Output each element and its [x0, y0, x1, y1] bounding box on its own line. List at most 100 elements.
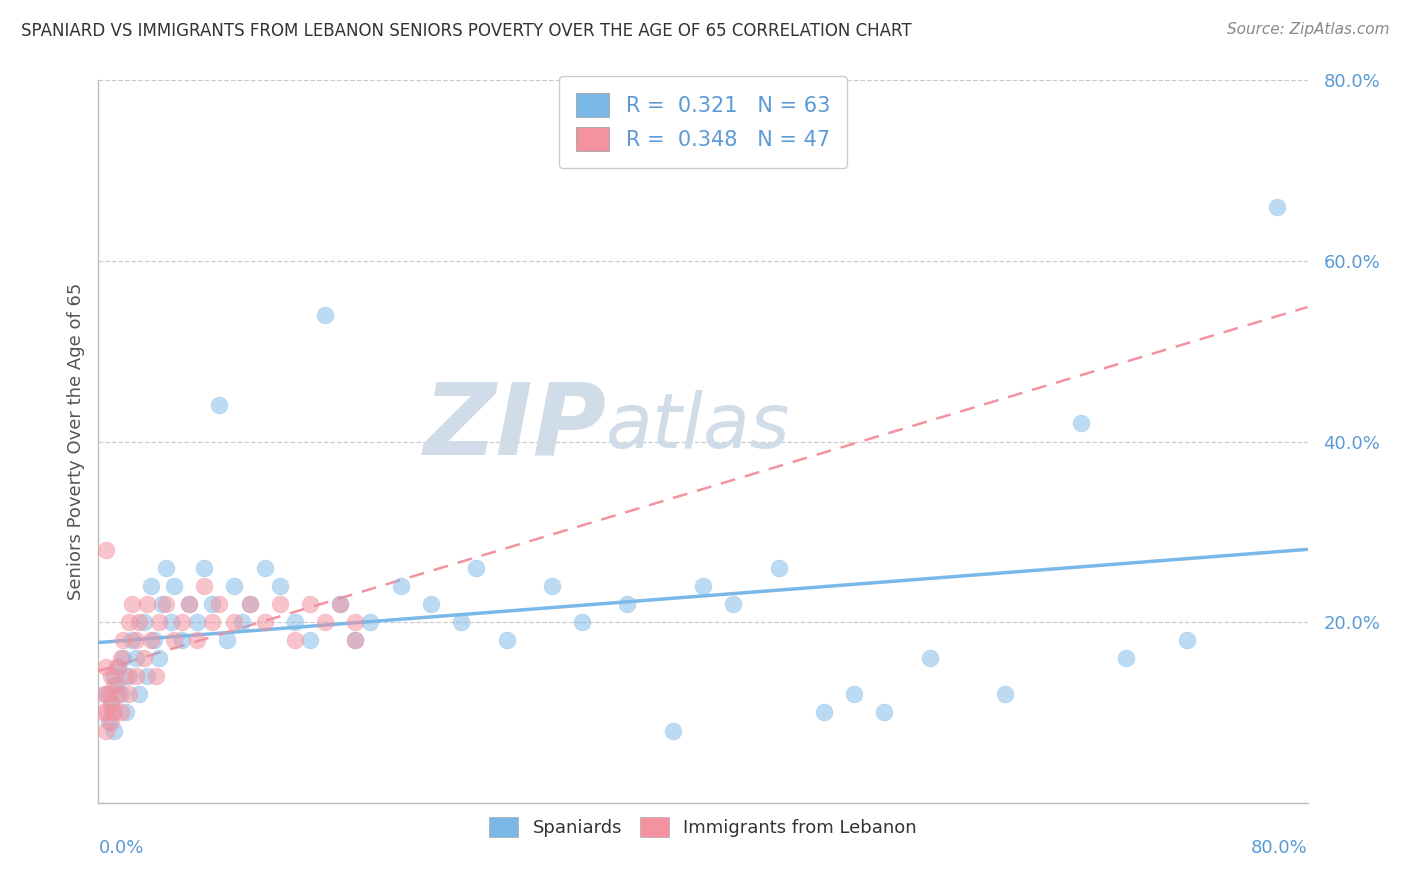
Point	[1115, 651, 1137, 665]
Point	[360, 615, 382, 630]
Point	[118, 669, 141, 683]
Point	[1267, 200, 1289, 214]
Point	[1070, 417, 1092, 431]
Point	[135, 669, 157, 683]
Point	[179, 597, 201, 611]
Point	[299, 633, 322, 648]
Text: 0.0%: 0.0%	[98, 838, 143, 857]
Point	[103, 678, 125, 692]
Point	[420, 597, 443, 611]
Point	[239, 597, 262, 611]
Point	[193, 579, 215, 593]
Point	[163, 633, 186, 648]
Point	[231, 615, 253, 630]
Point	[299, 597, 322, 611]
Legend: Spaniards, Immigrants from Lebanon: Spaniards, Immigrants from Lebanon	[482, 810, 924, 845]
Point	[94, 660, 117, 674]
Point	[160, 615, 183, 630]
Point	[128, 615, 150, 630]
Point	[107, 687, 129, 701]
Point	[105, 660, 128, 674]
Point	[224, 579, 246, 593]
Point	[100, 669, 122, 683]
Point	[128, 687, 150, 701]
Text: SPANIARD VS IMMIGRANTS FROM LEBANON SENIORS POVERTY OVER THE AGE OF 65 CORRELATI: SPANIARD VS IMMIGRANTS FROM LEBANON SENI…	[21, 22, 911, 40]
Point	[208, 398, 231, 412]
Point	[96, 706, 118, 720]
Point	[269, 597, 291, 611]
Point	[813, 706, 835, 720]
Point	[94, 542, 117, 557]
Point	[93, 687, 115, 701]
Point	[121, 597, 143, 611]
Point	[329, 597, 352, 611]
Point	[100, 714, 122, 729]
Text: 80.0%: 80.0%	[1251, 838, 1308, 857]
Point	[155, 597, 177, 611]
Point	[170, 633, 193, 648]
Point	[389, 579, 412, 593]
Point	[125, 669, 148, 683]
Point	[125, 633, 148, 648]
Point	[215, 633, 238, 648]
Point	[103, 706, 125, 720]
Point	[201, 615, 224, 630]
Point	[450, 615, 472, 630]
Point	[465, 561, 488, 575]
Point	[571, 615, 593, 630]
Point	[125, 651, 148, 665]
Point	[844, 687, 866, 701]
Point	[224, 615, 246, 630]
Point	[103, 723, 125, 738]
Point	[201, 597, 224, 611]
Point	[314, 308, 336, 322]
Point	[111, 651, 134, 665]
Y-axis label: Seniors Poverty Over the Age of 65: Seniors Poverty Over the Age of 65	[66, 283, 84, 600]
Point	[253, 615, 276, 630]
Point	[114, 706, 136, 720]
Point	[661, 723, 683, 738]
Point	[239, 597, 262, 611]
Point	[179, 597, 201, 611]
Point	[132, 615, 155, 630]
Point	[918, 651, 941, 665]
Point	[269, 579, 291, 593]
Point	[253, 561, 276, 575]
Point	[344, 615, 367, 630]
Point	[105, 678, 128, 692]
Point	[141, 579, 163, 593]
Point	[145, 669, 167, 683]
Point	[1175, 633, 1198, 648]
Point	[155, 561, 177, 575]
Point	[101, 706, 124, 720]
Point	[118, 687, 141, 701]
Point	[314, 615, 336, 630]
Text: atlas: atlas	[606, 390, 790, 464]
Point	[495, 633, 517, 648]
Point	[344, 633, 367, 648]
Point	[110, 687, 132, 701]
Point	[148, 651, 170, 665]
Point	[768, 561, 790, 575]
Point	[692, 579, 714, 593]
Point	[170, 615, 193, 630]
Point	[141, 633, 163, 648]
Text: Source: ZipAtlas.com: Source: ZipAtlas.com	[1226, 22, 1389, 37]
Point	[540, 579, 562, 593]
Point	[135, 597, 157, 611]
Point	[132, 651, 155, 665]
Point	[284, 633, 307, 648]
Point	[344, 633, 367, 648]
Point	[110, 651, 132, 665]
Point	[98, 714, 121, 729]
Point	[110, 706, 132, 720]
Point	[994, 687, 1017, 701]
Point	[111, 633, 134, 648]
Point	[100, 697, 122, 711]
Point	[103, 669, 125, 683]
Point	[107, 660, 129, 674]
Point	[148, 615, 170, 630]
Point	[616, 597, 638, 611]
Point	[329, 597, 352, 611]
Point	[163, 579, 186, 593]
